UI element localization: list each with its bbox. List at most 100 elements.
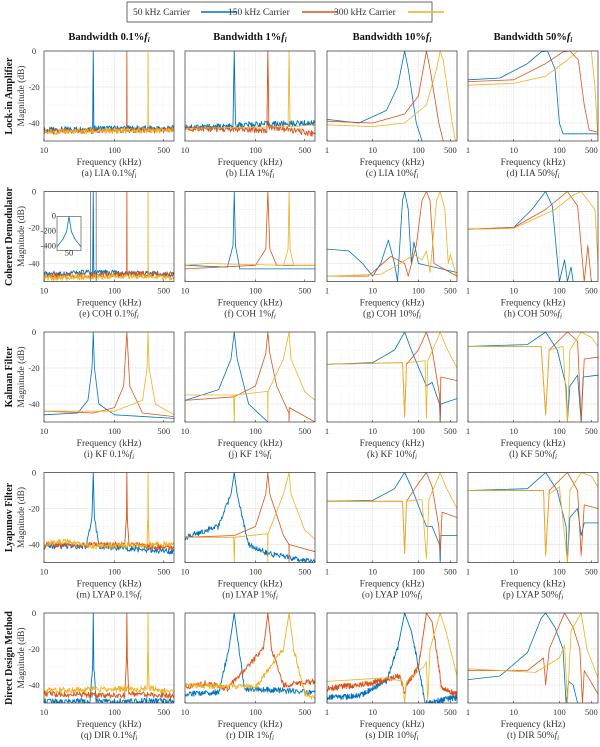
x-axis-label-text: Frequency (kHz) — [218, 579, 283, 590]
symbol-f: f — [418, 590, 422, 601]
subplot: 10 100 500 Frequency (kHz)(f) COH 1%fi — [181, 191, 316, 321]
x-tick-label: 1 — [466, 567, 470, 577]
subplot-caption: (f) COH 1%fi — [224, 309, 276, 321]
symbol-subscript: i — [557, 734, 559, 742]
x-tick-label: 10 — [509, 286, 518, 296]
symbol-f: f — [555, 168, 559, 179]
x-tick-label: 10 — [40, 567, 49, 577]
y-axis-label: Magnitude (dB) — [16, 206, 27, 267]
axes-box — [467, 50, 599, 142]
column-title: Bandwidth 1%fi — [213, 32, 286, 44]
symbol-f: f — [267, 449, 271, 460]
plot-area — [327, 332, 457, 422]
x-tick-label: 500 — [298, 707, 311, 717]
column-title: Bandwidth 50%fi — [494, 32, 573, 44]
symbol-f: f — [412, 449, 416, 460]
subplot: 10 100 500 Frequency (kHz)(r) DIR 1%fi — [181, 612, 316, 742]
axes-box — [184, 191, 316, 282]
x-axis-label-text: Frequency (kHz) — [360, 157, 425, 168]
x-tick-label-text: 100 — [412, 567, 425, 577]
inset-y-tick-label-text: 0 — [52, 211, 56, 221]
x-tick-label-text: 1 — [466, 567, 470, 577]
subplot: 1 10 100 500 Frequency (kHz)(t) DIR 50%fi — [466, 612, 599, 742]
x-tick-label: 10 — [40, 286, 49, 296]
plot-area — [468, 191, 598, 282]
y-tick-label-text: -40 — [28, 680, 39, 690]
inset-series-line — [56, 216, 82, 247]
x-axis-label: Frequency (kHz) — [360, 438, 425, 449]
axes-box — [467, 191, 599, 282]
x-axis-label: Frequency (kHz) — [77, 298, 142, 309]
x-tick-label-text: 100 — [553, 145, 566, 155]
x-tick-label: 10 — [181, 567, 190, 577]
plot-area — [468, 613, 598, 703]
subplot: 10 100 500 0 -20 -40 Frequency (kHz)(i) KF 0.1… — [28, 327, 175, 461]
x-axis-label-text: Frequency (kHz) — [77, 157, 142, 168]
y-tick-label: -40 — [28, 259, 39, 269]
series-line-3 — [327, 613, 457, 703]
x-axis-label-text: Frequency (kHz) — [360, 438, 425, 449]
series-line-3 — [44, 332, 174, 416]
x-tick-label: 100 — [553, 286, 566, 296]
x-axis-label-text: Frequency (kHz) — [77, 719, 142, 730]
x-tick-label: 1 — [325, 145, 329, 155]
x-tick-label: 100 — [249, 145, 262, 155]
subplot-caption: (m) LYAP 0.1%fi — [76, 590, 141, 602]
symbol-subscript: i — [561, 594, 563, 602]
x-tick-label-text: 500 — [444, 567, 457, 577]
plot-area — [185, 472, 315, 563]
y-tick-label-text: -20 — [28, 363, 39, 373]
series-line-3 — [468, 332, 598, 422]
x-tick-label: 10 — [509, 426, 518, 436]
x-tick-label-text: 100 — [553, 286, 566, 296]
x-tick-label: 500 — [585, 286, 598, 296]
series-line-1 — [327, 191, 457, 282]
y-tick-label: -20 — [28, 223, 39, 233]
symbol-subscript: i — [285, 36, 287, 44]
legend-label: 300 kHz Carrier — [334, 8, 397, 18]
x-tick-label-text: 10 — [40, 567, 49, 577]
subplot: 10 100 500 Frequency (kHz)(b) LIA 1%fi — [181, 50, 316, 180]
x-tick-label: 500 — [444, 286, 457, 296]
legend-item: 50 kHz Carrier — [133, 8, 237, 18]
x-tick-label-text: 10 — [181, 567, 190, 577]
subplot: 10 100 500 Frequency (kHz)(j) KF 1%fi — [181, 331, 316, 461]
x-tick-label: 10 — [181, 145, 190, 155]
subplot-caption: (d) LIA 50%fi — [506, 168, 559, 180]
y-tick-label: -40 — [28, 680, 39, 690]
x-tick-label-text: 10 — [181, 707, 190, 717]
plot-area — [44, 332, 174, 422]
legend-label-text: 300 kHz Carrier — [334, 8, 397, 18]
subplot-caption-text: (a) LIA 0.1% — [82, 168, 132, 179]
series-line-2 — [44, 472, 174, 551]
x-tick-label-text: 1 — [466, 426, 470, 436]
x-tick-label: 10 — [368, 145, 377, 155]
x-tick-label-text: 10 — [509, 567, 518, 577]
subplot-caption-text: (l) KF 50% — [509, 449, 552, 460]
series-line-1 — [327, 613, 457, 703]
axes-box — [467, 331, 599, 423]
x-axis-label: Frequency (kHz) — [218, 579, 283, 590]
subplot-caption-text: (s) DIR 10% — [365, 730, 414, 741]
series-line-2 — [185, 472, 315, 563]
x-tick-label: 500 — [157, 567, 170, 577]
symbol-f: f — [271, 309, 275, 320]
axes-box — [43, 472, 175, 563]
axes-box — [326, 612, 458, 704]
y-tick-label-text: -20 — [28, 223, 39, 233]
subplot-caption-text: (t) DIR 50% — [507, 730, 555, 741]
x-tick-label-text: 500 — [585, 145, 598, 155]
x-tick-label-text: 10 — [40, 426, 49, 436]
x-tick-label-text: 500 — [298, 286, 311, 296]
x-tick-label: 100 — [412, 286, 425, 296]
x-tick-label: 10 — [40, 145, 49, 155]
column-title-text: Bandwidth 0.1% — [68, 32, 144, 43]
symbol-f: f — [414, 730, 418, 741]
x-tick-label: 10 — [181, 707, 190, 717]
y-axis-label-text: Magnitude (dB) — [16, 206, 27, 267]
symbol-subscript: i — [135, 172, 137, 180]
x-axis-label: Frequency (kHz) — [77, 157, 142, 168]
x-tick-label-text: 10 — [368, 145, 377, 155]
y-tick-label-text: -20 — [28, 644, 39, 654]
symbol-subscript: i — [270, 453, 272, 461]
